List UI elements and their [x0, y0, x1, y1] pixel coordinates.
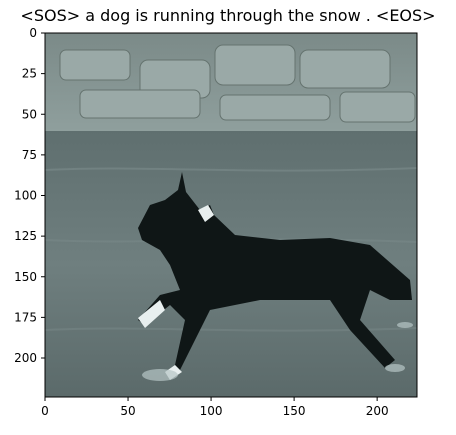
y-tick-label: 150: [14, 270, 37, 284]
y-tick-label: 25: [22, 67, 37, 81]
y-tick-label: 75: [22, 148, 37, 162]
water-splash: [142, 322, 413, 381]
x-tick-label: 150: [283, 404, 306, 418]
x-axis-ticks: 0 50 100 150 200: [41, 397, 389, 418]
y-tick-label: 125: [14, 229, 37, 243]
y-axis-ticks: 0 25 50 75 100 125 150 175 200: [14, 26, 45, 365]
figure-title: <SOS> a dog is running through the snow …: [20, 6, 436, 25]
photo: [44, 33, 418, 397]
y-tick-label: 50: [22, 107, 37, 121]
axes-frame: [44, 32, 418, 398]
x-tick-label: 100: [200, 404, 223, 418]
y-tick-label: 175: [14, 310, 37, 324]
y-tick-label: 100: [14, 189, 37, 203]
x-tick-label: 0: [41, 404, 49, 418]
rocks: [59, 44, 416, 123]
x-tick-label: 50: [120, 404, 135, 418]
x-tick-label: 200: [366, 404, 389, 418]
y-tick-label: 0: [29, 26, 37, 40]
y-tick-label: 200: [14, 351, 37, 365]
